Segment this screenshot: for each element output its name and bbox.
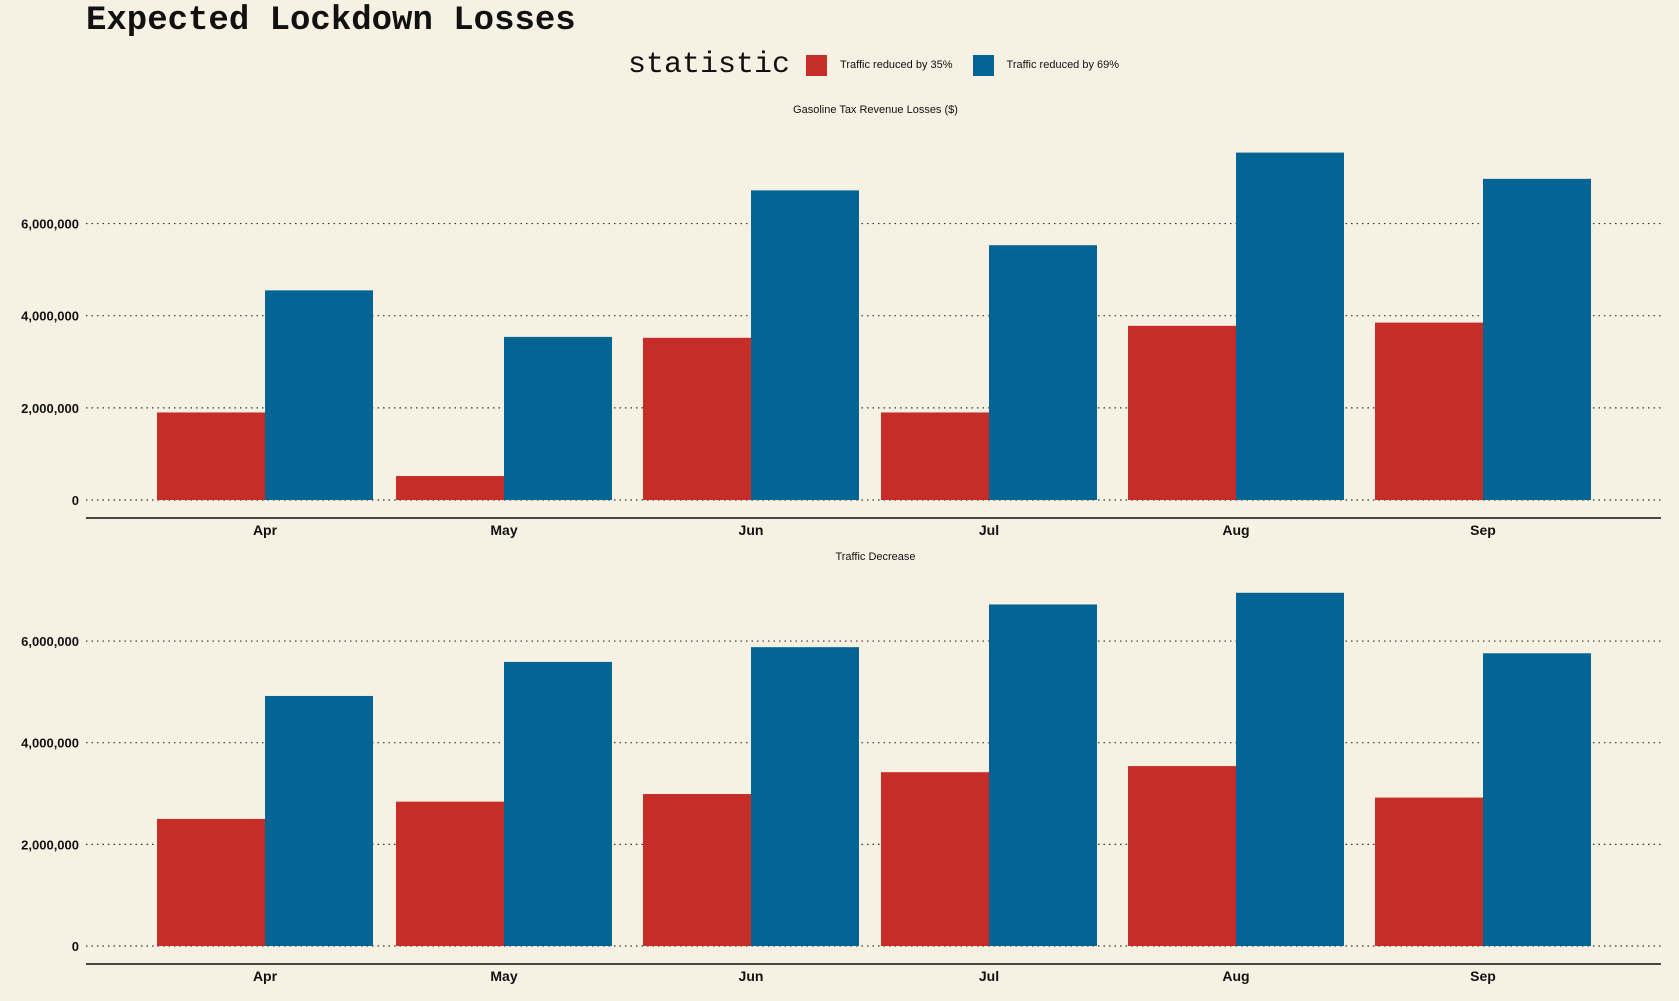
bar-1-sep-69 <box>1483 178 1591 500</box>
bar-2-jun-35 <box>643 794 751 946</box>
x-tick-label-1-may: May <box>490 522 517 538</box>
bar-2-may-35 <box>396 801 504 946</box>
bar-1-jun-35 <box>643 337 751 500</box>
x-tick-label-1-jun: Jun <box>739 522 764 538</box>
legend-item-35: Traffic reduced by 35% <box>806 54 953 76</box>
legend-swatch-35 <box>806 54 828 76</box>
bar-2-aug-69 <box>1236 592 1344 946</box>
x-tick-label-1-jul: Jul <box>979 522 999 538</box>
legend: statistic Traffic reduced by 35% Traffic… <box>628 48 1139 82</box>
y-tick-label-2-0: 0 <box>72 939 79 954</box>
panel-title-1: Gasoline Tax Revenue Losses ($) <box>793 104 958 116</box>
bar-1-jun-69 <box>751 190 859 500</box>
bar-2-sep-69 <box>1483 653 1591 946</box>
chart-title: Expected Lockdown Losses <box>86 2 576 40</box>
bar-2-apr-35 <box>157 818 265 946</box>
bar-1-may-35 <box>396 476 504 500</box>
bar-1-apr-35 <box>157 412 265 500</box>
y-tick-label-2-1: 2,000,000 <box>21 837 79 852</box>
bar-1-aug-35 <box>1128 325 1236 500</box>
y-tick-label-1-0: 0 <box>72 493 79 508</box>
bar-2-jun-69 <box>751 647 859 946</box>
legend-label-69: Traffic reduced by 69% <box>1006 59 1120 71</box>
bar-2-aug-35 <box>1128 766 1236 946</box>
x-tick-label-2-jun: Jun <box>739 968 764 984</box>
bar-2-apr-69 <box>265 695 373 946</box>
bar-1-may-69 <box>504 336 612 500</box>
x-tick-label-2-aug: Aug <box>1222 968 1249 984</box>
bar-2-jul-69 <box>989 604 1097 946</box>
x-tick-label-2-apr: Apr <box>253 968 278 984</box>
y-tick-label-2-2: 4,000,000 <box>21 736 79 751</box>
x-tick-label-1-aug: Aug <box>1222 522 1249 538</box>
legend-label-35: Traffic reduced by 35% <box>840 59 953 71</box>
panel-title-2: Traffic Decrease <box>835 551 915 563</box>
bar-2-jul-35 <box>881 772 989 946</box>
legend-item-69: Traffic reduced by 69% <box>972 54 1120 76</box>
x-tick-label-2-sep: Sep <box>1470 968 1496 984</box>
x-tick-label-1-sep: Sep <box>1470 522 1496 538</box>
x-tick-label-2-jul: Jul <box>979 968 999 984</box>
bar-1-jul-35 <box>881 412 989 500</box>
legend-swatch-69 <box>972 54 994 76</box>
y-tick-label-1-3: 6,000,000 <box>21 217 79 232</box>
y-tick-label-1-1: 2,000,000 <box>21 401 79 416</box>
bar-1-aug-69 <box>1236 152 1344 500</box>
x-tick-label-2-may: May <box>490 968 517 984</box>
y-tick-label-2-3: 6,000,000 <box>21 634 79 649</box>
bar-2-sep-35 <box>1375 797 1483 946</box>
y-tick-label-1-2: 4,000,000 <box>21 309 79 324</box>
bar-1-apr-69 <box>265 290 373 500</box>
x-tick-label-1-apr: Apr <box>253 522 278 538</box>
bar-1-sep-35 <box>1375 322 1483 500</box>
bar-1-jul-69 <box>989 245 1097 500</box>
bar-2-may-69 <box>504 661 612 946</box>
legend-title: statistic <box>628 48 791 82</box>
